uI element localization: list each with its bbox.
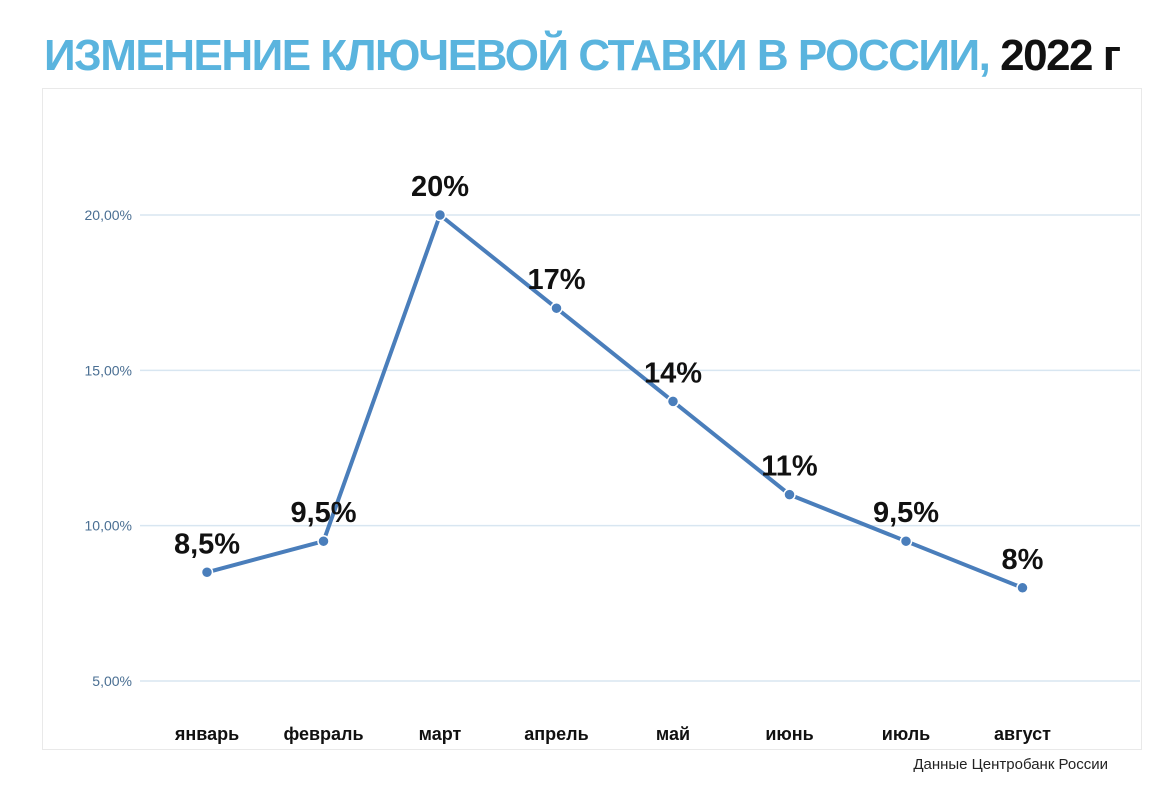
x-tick-label: март <box>419 724 462 744</box>
data-label: 17% <box>527 264 585 296</box>
y-tick-label: 15,00% <box>85 362 132 378</box>
series-line <box>205 213 1025 590</box>
line-chart: 5,00% 10,00% 15,00% 20,00% январь февраль март… <box>85 171 1140 744</box>
data-point <box>317 534 330 548</box>
y-tick-label: 20,00% <box>85 207 132 223</box>
data-point <box>899 534 913 548</box>
data-label: 11% <box>761 451 818 483</box>
y-tick-label: 5,00% <box>92 673 132 689</box>
data-point <box>550 301 563 315</box>
data-label: 8,5% <box>174 528 240 560</box>
data-label: 8% <box>1002 544 1044 576</box>
data-point <box>783 488 796 501</box>
data-label: 9,5% <box>290 497 356 529</box>
data-point <box>666 395 680 408</box>
source-note: Данные Центробанк России <box>913 756 1108 773</box>
x-tick-label: февраль <box>283 724 363 744</box>
chart-title: ИЗМЕНЕНИЕ КЛЮЧЕВОЙ СТАВКИ В РОССИИ, 2022… <box>44 30 1121 82</box>
x-tick-label: июль <box>882 724 931 744</box>
data-point <box>200 566 214 579</box>
x-tick-label: июнь <box>765 724 813 744</box>
chart-title-main: ИЗМЕНЕНИЕ КЛЮЧЕВОЙ СТАВКИ В РОССИИ, <box>44 31 991 80</box>
data-label: 14% <box>644 357 702 389</box>
chart-title-year: 2022 г <box>1000 31 1121 80</box>
data-label: 20% <box>411 171 469 203</box>
x-tick-label: май <box>656 724 690 744</box>
x-tick-label: август <box>994 724 1051 744</box>
data-point <box>1016 581 1029 595</box>
chart-panel: 5,00% 10,00% 15,00% 20,00% январь февраль март… <box>42 88 1142 750</box>
data-label: 9,5% <box>873 497 939 529</box>
y-tick-label: 10,00% <box>85 518 132 534</box>
x-tick-label: апрель <box>524 724 588 744</box>
x-tick-label: январь <box>174 724 239 744</box>
data-point <box>433 208 447 222</box>
